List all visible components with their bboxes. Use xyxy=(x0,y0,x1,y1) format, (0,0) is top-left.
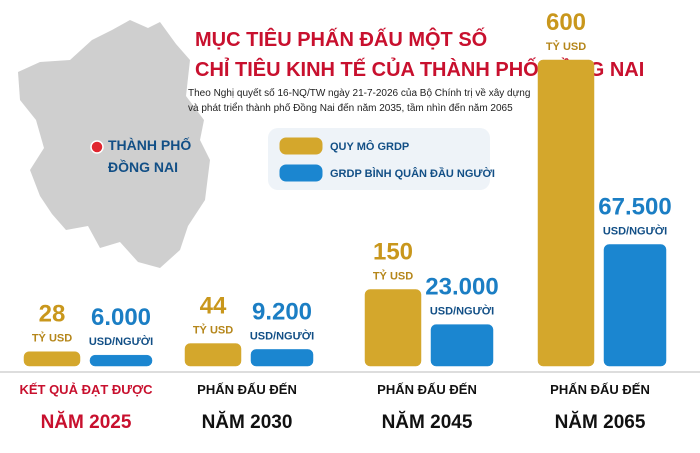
value-label: 600 xyxy=(546,9,586,36)
value-label: 9.200 xyxy=(252,298,312,325)
value-label: 28 xyxy=(39,301,66,328)
value-label: 150 xyxy=(373,239,413,266)
category-caption: PHẤN ĐẤU ĐẾN xyxy=(377,382,477,397)
category-label: NĂM 2025 xyxy=(41,411,132,433)
category-label: NĂM 2065 xyxy=(555,411,646,433)
legend-label: GRDP BÌNH QUÂN ĐẦU NGƯỜI xyxy=(330,167,495,180)
category-caption: PHẤN ĐẤU ĐẾN xyxy=(550,382,650,397)
bar xyxy=(184,343,242,367)
unit-label: TỶ USD xyxy=(373,270,413,283)
category-label: NĂM 2045 xyxy=(382,411,473,433)
unit-label: USD/NGƯỜI xyxy=(250,329,314,342)
unit-label: TỶ USD xyxy=(546,40,586,53)
bar xyxy=(250,349,314,367)
category-label: NĂM 2030 xyxy=(202,411,293,433)
map-label: ĐỒNG NAI xyxy=(108,158,178,175)
unit-label: USD/NGƯỜI xyxy=(603,225,667,238)
subtitle: và phát triển thành phố Đồng Nai đến năm… xyxy=(188,102,513,114)
value-label: 44 xyxy=(200,293,227,320)
value-label: 67.500 xyxy=(598,194,671,221)
title: MỤC TIÊU PHẤN ĐẤU MỘT SỐ xyxy=(195,27,487,51)
unit-label: USD/NGƯỜI xyxy=(430,305,494,318)
value-label: 6.000 xyxy=(91,304,151,331)
map-shape xyxy=(18,20,210,268)
unit-label: TỶ USD xyxy=(193,324,233,337)
category-caption: PHẤN ĐẤU ĐẾN xyxy=(197,382,297,397)
category-caption: KẾT QUẢ ĐẠT ĐƯỢC xyxy=(19,382,153,397)
value-label: 23.000 xyxy=(425,274,498,301)
bar xyxy=(89,354,153,367)
legend-swatch xyxy=(279,164,323,182)
map-marker xyxy=(90,140,104,154)
unit-label: USD/NGƯỜI xyxy=(89,335,153,348)
unit-label: TỶ USD xyxy=(32,332,72,345)
bar xyxy=(603,244,667,367)
legend-label: QUY MÔ GRDP xyxy=(330,140,409,153)
bar xyxy=(537,59,595,367)
subtitle: Theo Nghị quyết số 16-NQ/TW ngày 21-7-20… xyxy=(188,87,530,99)
map-label: THÀNH PHỐ xyxy=(108,136,191,153)
bar xyxy=(364,289,422,367)
legend-box xyxy=(268,128,490,190)
bar xyxy=(430,324,494,367)
legend-swatch xyxy=(279,137,323,155)
bar xyxy=(23,351,81,367)
